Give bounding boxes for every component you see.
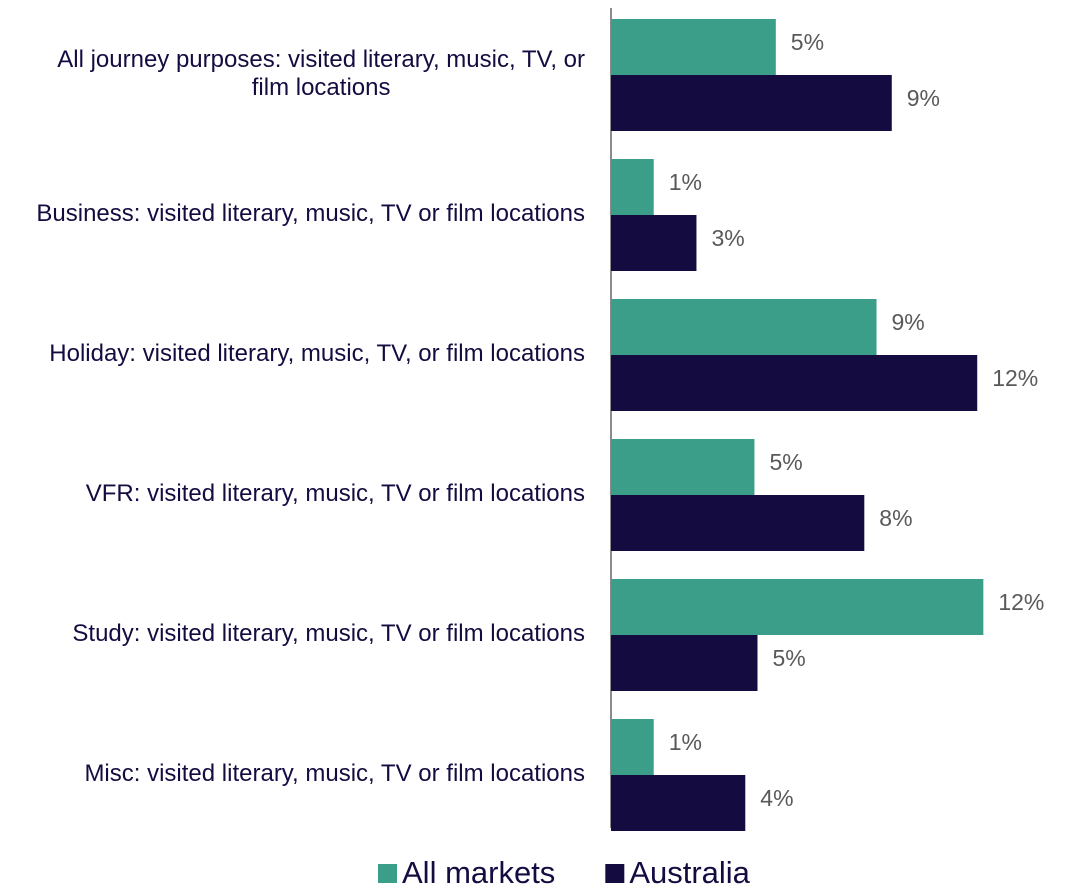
legend-swatch xyxy=(605,864,625,883)
value-label: 9% xyxy=(907,85,940,111)
bar xyxy=(611,719,654,775)
bar xyxy=(611,439,755,495)
value-label: 5% xyxy=(769,449,802,475)
bar xyxy=(611,159,654,215)
value-label: 4% xyxy=(760,785,793,811)
value-label: 5% xyxy=(772,645,805,671)
value-label: 1% xyxy=(669,729,702,755)
value-label: 12% xyxy=(992,365,1038,391)
category-label: All journey purposes: visited literary, … xyxy=(57,46,585,101)
category-label: Holiday: visited literary, music, TV, or… xyxy=(49,340,585,367)
bar xyxy=(611,215,697,271)
value-label: 3% xyxy=(711,225,744,251)
bar xyxy=(611,635,758,691)
bar xyxy=(611,19,776,75)
category-label: Misc: visited literary, music, TV or fil… xyxy=(84,760,585,787)
category-label: VFR: visited literary, music, TV or film… xyxy=(86,480,585,507)
value-label: 5% xyxy=(791,29,824,55)
category-label: Study: visited literary, music, TV or fi… xyxy=(72,620,585,647)
category-label: Business: visited literary, music, TV or… xyxy=(36,200,585,227)
value-label: 1% xyxy=(669,169,702,195)
legend-swatch xyxy=(378,864,397,883)
bar xyxy=(611,775,746,831)
bar xyxy=(611,579,984,635)
legend-label: All markets xyxy=(402,855,555,890)
bar xyxy=(611,75,892,131)
legend-label: Australia xyxy=(629,855,750,890)
value-label: 8% xyxy=(879,505,912,531)
bar xyxy=(611,299,877,355)
bar xyxy=(611,495,865,551)
value-label: 9% xyxy=(892,309,925,335)
value-label: 12% xyxy=(998,589,1044,615)
bar xyxy=(611,355,978,411)
